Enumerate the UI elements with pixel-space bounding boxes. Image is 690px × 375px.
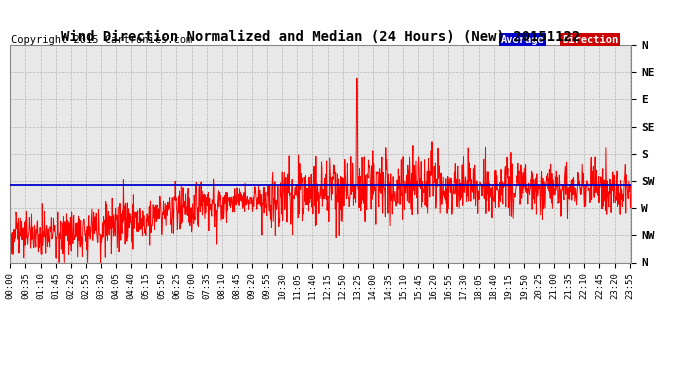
Title: Wind Direction Normalized and Median (24 Hours) (New) 20151122: Wind Direction Normalized and Median (24… [61, 30, 580, 44]
Text: Direction: Direction [562, 34, 618, 45]
Text: Copyright 2015 Cartronics.com: Copyright 2015 Cartronics.com [11, 34, 193, 45]
Text: Average: Average [501, 34, 544, 45]
